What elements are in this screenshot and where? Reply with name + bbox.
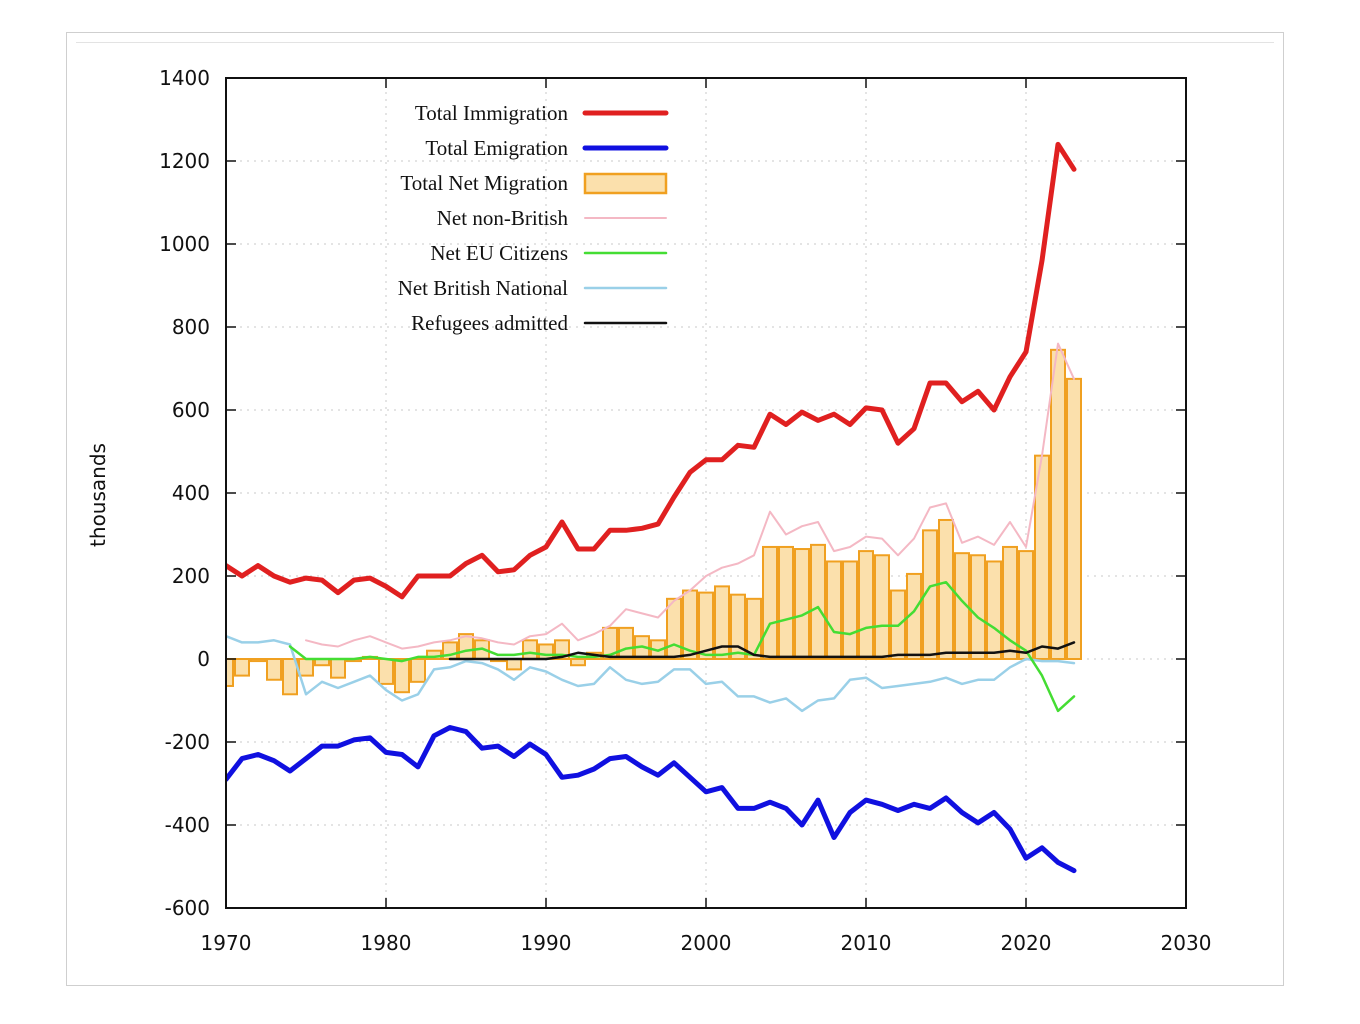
y-tick-label: 800 xyxy=(172,315,210,339)
net-migration-bar xyxy=(778,545,794,661)
series-line-total-immigration xyxy=(226,141,1077,600)
series-line-refugees-admitted xyxy=(448,641,1076,661)
y-tick-label: 1400 xyxy=(159,66,210,90)
y-tick-label: 200 xyxy=(172,564,210,588)
x-tick-label: 1970 xyxy=(201,931,252,955)
net-migration-bar xyxy=(522,639,538,661)
frame-divider xyxy=(76,42,1274,43)
net-migration-bar xyxy=(1066,377,1082,660)
series-line-net-british-national xyxy=(226,634,1076,713)
net-migration-bar xyxy=(970,554,986,660)
net-migration-bars xyxy=(226,348,1082,696)
y-tick-label: 400 xyxy=(172,481,210,505)
net-migration-bar xyxy=(410,658,426,683)
y-tick-label: -400 xyxy=(165,813,210,837)
y-tick-label: 1000 xyxy=(159,232,210,256)
x-tick-label: 1990 xyxy=(521,931,572,955)
legend-label: Net EU Citizens xyxy=(430,241,568,265)
legend-label: Net non-British xyxy=(437,206,569,230)
net-migration-bar xyxy=(746,597,762,661)
net-migration-bar xyxy=(1018,550,1034,660)
net-migration-bar xyxy=(330,658,346,679)
net-migration-bar xyxy=(858,550,874,660)
series-line-net-eu-citizens xyxy=(288,580,1076,713)
net-migration-bar xyxy=(714,585,730,660)
net-migration-bar xyxy=(810,543,826,660)
net-migration-bar xyxy=(762,545,778,661)
x-tick-label: 2020 xyxy=(1001,931,1052,955)
net-migration-bar xyxy=(506,658,522,671)
y-tick-label: 600 xyxy=(172,398,210,422)
net-migration-bar xyxy=(794,548,810,661)
net-migration-bar xyxy=(618,626,634,660)
net-migration-bar xyxy=(922,529,938,660)
legend-label: Net British National xyxy=(398,276,568,300)
legend-label: Refugees admitted xyxy=(411,311,568,335)
net-migration-bar xyxy=(730,593,746,660)
series-lines xyxy=(226,141,1077,874)
net-migration-bar xyxy=(570,658,586,667)
y-tick-label: 0 xyxy=(197,647,210,671)
series-line-total-emigration xyxy=(226,725,1077,874)
y-tick-label: 1200 xyxy=(159,149,210,173)
legend-label: Total Net Migration xyxy=(400,171,568,195)
net-migration-bar xyxy=(874,554,890,660)
legend-swatch-bar xyxy=(583,172,668,195)
net-migration-bar xyxy=(378,658,394,685)
net-migration-bar xyxy=(394,658,410,694)
legend-label: Total Emigration xyxy=(425,136,568,160)
x-tick-label: 2000 xyxy=(681,931,732,955)
x-tick-label: 2010 xyxy=(841,931,892,955)
net-migration-bar xyxy=(266,658,282,681)
grid-lines xyxy=(226,78,1186,908)
net-migration-bar xyxy=(986,560,1002,660)
net-migration-bar xyxy=(298,658,314,677)
x-tick-label: 2030 xyxy=(1161,931,1212,955)
net-migration-bar xyxy=(250,658,266,663)
net-migration-bar xyxy=(826,560,842,660)
net-migration-bar xyxy=(282,658,298,696)
series-line-net-non-british xyxy=(305,342,1075,650)
net-migration-bar xyxy=(538,643,554,660)
y-tick-label: -200 xyxy=(165,730,210,754)
y-axis-label: thousands xyxy=(86,443,110,547)
net-migration-bar xyxy=(954,552,970,660)
net-migration-bar xyxy=(842,560,858,660)
net-migration-bar xyxy=(226,658,234,687)
net-migration-bar xyxy=(234,658,250,677)
net-migration-bar xyxy=(698,591,714,660)
net-migration-bar xyxy=(1050,348,1066,660)
x-tick-label: 1980 xyxy=(361,931,412,955)
net-migration-bar xyxy=(666,597,682,661)
y-tick-label: -600 xyxy=(165,896,210,920)
axis-ticks: 1970 1980 1990 2000 2010 2020 2030-600-400-200… xyxy=(159,66,1211,955)
net-migration-bar xyxy=(602,626,618,660)
net-migration-bar xyxy=(1002,545,1018,661)
legend-label: Total Immigration xyxy=(415,101,569,125)
legend: Total Immigration Total Emigration Total N… xyxy=(398,101,669,335)
